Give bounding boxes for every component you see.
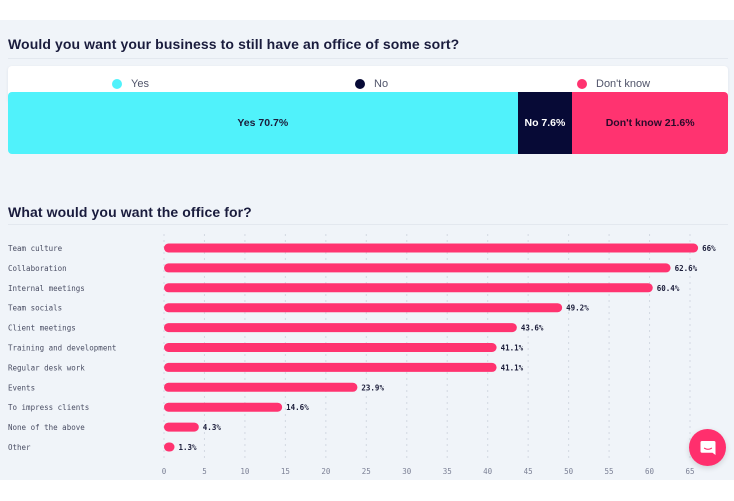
data-label: 43.6% bbox=[521, 324, 544, 333]
category-label: Training and development bbox=[8, 344, 116, 353]
legend-dot-no bbox=[355, 79, 365, 89]
legend-item-dont-know[interactable]: Don't know bbox=[577, 66, 650, 102]
stacked-bar: Yes 70.7% No 7.6% Don't know 21.6% bbox=[8, 92, 728, 154]
x-tick-label: 20 bbox=[321, 467, 331, 476]
data-label: 23.9% bbox=[361, 383, 384, 392]
legend-item-yes[interactable]: Yes bbox=[112, 66, 149, 102]
legend-label-dont-know: Don't know bbox=[596, 78, 651, 90]
data-label: 62.6% bbox=[675, 264, 698, 273]
chat-bubble-icon bbox=[700, 440, 715, 455]
x-tick-label: 65 bbox=[685, 467, 694, 476]
bar[interactable] bbox=[164, 303, 563, 313]
category-label: Client meetings bbox=[8, 324, 76, 333]
segment-label-no: No 7.6% bbox=[524, 117, 566, 129]
x-tick-label: 40 bbox=[483, 467, 493, 476]
legend-label-yes: Yes bbox=[131, 78, 149, 90]
bar[interactable] bbox=[164, 382, 358, 392]
question-2-title: What would you want the office for? bbox=[8, 204, 252, 220]
category-label: None of the above bbox=[8, 423, 85, 432]
segment-label-yes: Yes 70.7% bbox=[237, 117, 289, 129]
chat-widget-button[interactable] bbox=[689, 429, 726, 466]
legend-item-no[interactable]: No bbox=[355, 66, 388, 102]
category-label: To impress clients bbox=[8, 403, 89, 412]
bar[interactable] bbox=[164, 263, 671, 273]
x-tick-label: 10 bbox=[240, 467, 250, 476]
bar[interactable] bbox=[164, 402, 283, 412]
x-tick-label: 0 bbox=[162, 467, 167, 476]
x-tick-label: 50 bbox=[564, 467, 574, 476]
divider bbox=[8, 224, 728, 225]
category-label: Team culture bbox=[8, 244, 63, 253]
legend-label-no: No bbox=[374, 78, 389, 90]
x-tick-label: 30 bbox=[402, 467, 412, 476]
data-label: 41.1% bbox=[501, 363, 524, 372]
category-label: Events bbox=[8, 383, 35, 392]
bar[interactable] bbox=[164, 243, 699, 253]
bar[interactable] bbox=[164, 343, 497, 352]
x-tick-label: 5 bbox=[202, 467, 207, 476]
data-label: 66% bbox=[702, 244, 716, 253]
x-tick-label: 25 bbox=[362, 467, 371, 476]
data-label: 1.3% bbox=[179, 443, 198, 452]
divider bbox=[8, 58, 728, 59]
x-tick-label: 35 bbox=[443, 467, 452, 476]
segment-label-dont-know: Don't know 21.6% bbox=[605, 117, 695, 129]
question-1-title: Would you want your business to still ha… bbox=[8, 36, 460, 52]
category-label: Collaboration bbox=[8, 264, 67, 273]
bar[interactable] bbox=[164, 283, 653, 293]
data-label: 14.6% bbox=[286, 403, 309, 412]
bar[interactable] bbox=[164, 442, 175, 452]
legend-dot-yes bbox=[112, 79, 122, 89]
data-label: 60.4% bbox=[657, 284, 680, 293]
bar[interactable] bbox=[164, 362, 497, 372]
x-tick-label: 15 bbox=[281, 467, 290, 476]
bar[interactable] bbox=[164, 422, 199, 432]
data-label: 49.2% bbox=[566, 304, 589, 313]
legend-dot-dont-know bbox=[577, 79, 587, 89]
data-label: 4.3% bbox=[203, 423, 222, 432]
category-label: Internal meetings bbox=[8, 284, 85, 293]
category-label: Regular desk work bbox=[8, 363, 85, 372]
category-label: Other bbox=[8, 443, 31, 452]
segment-dont-know[interactable]: Don't know 21.6% bbox=[572, 92, 728, 154]
x-tick-label: 60 bbox=[645, 467, 655, 476]
category-label: Team socials bbox=[8, 304, 62, 313]
segment-no[interactable]: No 7.6% bbox=[517, 92, 573, 154]
x-tick-label: 55 bbox=[605, 467, 614, 476]
segment-yes[interactable]: Yes 70.7% bbox=[8, 92, 518, 154]
data-label: 41.1% bbox=[501, 344, 524, 353]
bar[interactable] bbox=[164, 323, 517, 333]
x-tick-label: 45 bbox=[524, 467, 533, 476]
